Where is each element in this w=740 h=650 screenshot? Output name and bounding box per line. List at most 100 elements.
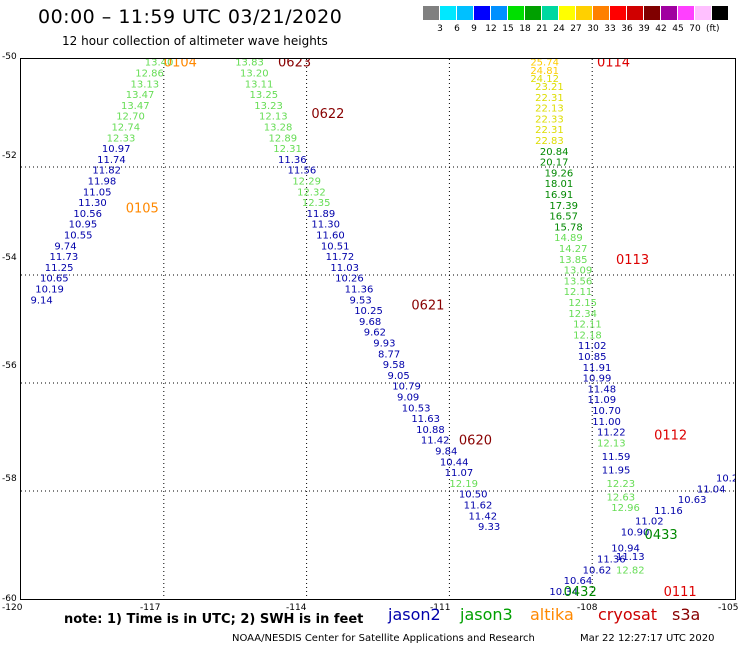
scale-tick-label: 36 [621, 24, 633, 34]
scale-swatch [542, 6, 558, 20]
wave-height-value: 25.74 [530, 59, 559, 69]
wave-height-value: 24.12 [530, 74, 559, 85]
lat-label: -56 [2, 361, 17, 371]
wave-height-value: 22.31 [535, 93, 564, 104]
wave-height-value: 10.50 [459, 490, 488, 501]
wave-height-value: 11.25 [45, 263, 74, 274]
lon-label: -114 [286, 603, 307, 613]
scale-tick-label: 30 [587, 24, 599, 34]
scale-swatch [491, 6, 507, 20]
wave-height-value: 12.70 [116, 112, 145, 123]
wave-height-value: 11.30 [311, 220, 340, 231]
wave-height-value: 12.13 [259, 112, 288, 123]
wave-height-value: 11.13 [616, 552, 645, 563]
wave-height-value: 13.40 [145, 59, 174, 69]
wave-height-value: 12.31 [273, 144, 302, 155]
wave-height-value: 10.97 [102, 144, 131, 155]
scale-tick-label: 12 [485, 24, 497, 34]
wave-height-value: 12.19 [449, 479, 478, 490]
legend-jason3: jason3 [460, 605, 513, 624]
wave-height-value: 13.09 [564, 266, 593, 277]
scale-swatch [576, 6, 592, 20]
map-note: note: 1) Time is in UTC; 2) SWH is in fe… [64, 612, 364, 627]
lat-label: -58 [2, 474, 17, 484]
wave-height-value: 11.60 [316, 231, 345, 242]
scale-tick-label: 27 [570, 24, 582, 34]
wave-height-value: 9.62 [364, 328, 386, 339]
map-subtitle: 12 hour collection of altimeter wave hei… [62, 34, 328, 48]
footer-date: Mar 22 12:27:17 UTC 2020 [580, 633, 715, 644]
scale-tick-label: 9 [471, 24, 477, 34]
lon-label: -120 [2, 603, 23, 613]
wave-height-value: 18.01 [545, 179, 574, 190]
wave-height-value: 12.11 [564, 287, 593, 298]
pass-time-label: 0621 [411, 299, 444, 314]
wave-height-value: 13.47 [121, 101, 150, 112]
wave-height-value: 10.21 [716, 474, 735, 485]
wave-height-value: 13.47 [126, 90, 155, 101]
wave-height-value: 11.89 [307, 209, 336, 220]
wave-height-value: 10.88 [416, 425, 445, 436]
wave-height-value: 10.62 [583, 565, 612, 576]
wave-height-value: 10.85 [578, 352, 607, 363]
wave-height-value: 10.63 [678, 495, 707, 506]
pass-time-label: 0623 [278, 59, 311, 71]
lon-label: -117 [140, 603, 161, 613]
wave-height-value: 10.19 [35, 285, 64, 296]
wave-height-value: 13.13 [130, 79, 159, 90]
scale-tick-label: 33 [604, 24, 616, 34]
scale-swatch [627, 6, 643, 20]
wave-height-value: 11.30 [78, 198, 107, 209]
wave-height-value: 10.25 [354, 306, 383, 317]
wave-height-value: 17.39 [549, 201, 578, 212]
map-title: 00:00 – 11:59 UTC 03/21/2020 [38, 6, 343, 28]
scale-swatch [593, 6, 609, 20]
scale-swatch [559, 6, 575, 20]
wave-height-value: 11.98 [88, 177, 117, 188]
wave-height-value: 11.09 [587, 395, 616, 406]
wave-height-value: 12.11 [573, 320, 602, 331]
wave-height-value: 12.89 [269, 133, 298, 144]
scale-tick-label: 70 [689, 24, 701, 34]
scale-tick-label: 45 [672, 24, 684, 34]
wave-height-value: 10.70 [592, 406, 621, 417]
map-plot-area: 13.40 12.86 13.13 13.47 13.47 12.70 12.74 12.33… [20, 58, 736, 600]
wave-height-value: 22.31 [535, 125, 564, 136]
pass-time-label: 0112 [654, 428, 687, 443]
wave-height-value: 11.73 [50, 252, 79, 263]
wave-height-value: 9.74 [54, 241, 76, 252]
wave-height-value: 10.26 [335, 274, 364, 285]
lon-label: -108 [577, 603, 598, 613]
wave-height-value: 9.33 [478, 522, 500, 533]
wave-height-value: 9.84 [435, 447, 457, 458]
wave-height-value: 9.58 [383, 360, 405, 371]
legend-s3a: s3a [672, 605, 701, 624]
wave-height-value: 11.36 [345, 285, 374, 296]
wave-height-value: 8.77 [378, 349, 400, 360]
wave-height-value: 11.42 [421, 436, 450, 447]
wave-height-value: 16.57 [549, 212, 578, 223]
wave-height-value: 14.27 [559, 244, 588, 255]
wave-height-value: 9.05 [388, 371, 410, 382]
scale-tick-label: 15 [502, 24, 514, 34]
wave-height-value: 11.72 [326, 252, 355, 263]
pass-time-label: 0433 [645, 528, 678, 543]
scale-swatch [644, 6, 660, 20]
wave-height-value: 12.33 [107, 133, 136, 144]
lon-label: -111 [430, 603, 451, 613]
wave-height-value: 11.16 [654, 506, 683, 517]
scale-swatch [457, 6, 473, 20]
wave-height-value: 9.53 [349, 295, 371, 306]
wave-height-value: 11.22 [597, 428, 626, 439]
legend-altika: altika [530, 605, 574, 624]
scale-tick-label: 18 [519, 24, 531, 34]
wave-height-value: 23.21 [535, 82, 564, 93]
pass-time-label: 0114 [597, 59, 630, 71]
wave-height-value: 10.65 [40, 274, 69, 285]
wave-height-value: 11.04 [697, 484, 726, 495]
wave-height-value: 10.79 [392, 382, 421, 393]
pass-time-label: 0432 [564, 585, 597, 599]
scale-swatch [508, 6, 524, 20]
wave-height-value: 13.20 [240, 69, 269, 80]
pass-time-label: 0105 [126, 202, 159, 217]
